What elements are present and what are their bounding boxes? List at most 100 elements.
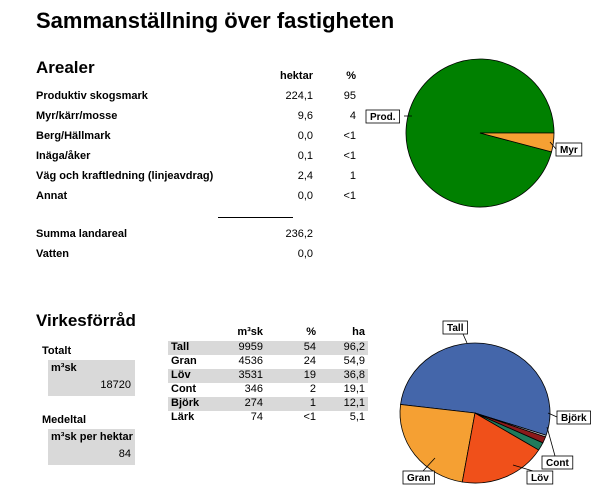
pie-label-myr: Myr [560,145,578,156]
pie-slice-lark [474,412,547,438]
arealer-row-label: Berg/Hällmark [36,130,111,142]
species-percent: 19 [303,369,316,381]
arealer-sum-row: Summa landareal 236,2 [36,228,356,242]
arealer-row-label: Väg och kraftledning (linjeavdrag) [36,170,214,182]
pie-slice-myr [479,132,555,153]
pie-leader-line [549,141,557,150]
pie-label-box [541,455,574,470]
arealer-row-hektar: 2,4 [297,170,313,182]
arealer-row-percent: 4 [349,110,356,122]
sum-divider [218,217,293,218]
arealer-row-label: Inäga/åker [36,150,91,162]
species-percent: 2 [309,383,316,395]
arealer-row: Produktiv skogsmark 224,1 95 [36,90,356,104]
species-percent: 1 [309,397,316,409]
pie-slice-gran [399,404,476,483]
water-value: 0,0 [297,248,313,260]
species-ha: 12,1 [343,397,365,409]
species-m3sk: 74 [250,411,263,423]
totalt-box: m³sk 18720 [48,360,135,396]
species-m3sk: 4536 [238,355,263,367]
arealer-row: Inäga/åker 0,1 <1 [36,150,356,164]
totalt-value: 18720 [100,379,131,391]
pie-leader-line [422,457,436,472]
totalt-unit: m³sk [51,362,77,374]
pie-label-box [402,470,435,485]
table-row: Cont 346 2 19,1 [168,383,368,397]
virkesforrad-table: m³sk % ha Tall 9959 54 96,2 Gran 4536 24… [168,326,368,426]
table-row: Lärk 74 <1 5,1 [168,411,368,425]
totalt-label: Totalt [42,345,72,357]
pie-leader-line [546,426,556,457]
table-row: Löv 3531 19 36,8 [168,369,368,383]
arealer-row-hektar: 0,1 [297,150,313,162]
table-row: Gran 4536 24 54,9 [168,355,368,369]
pie-label-box [365,109,400,124]
species-percent: 54 [303,341,316,353]
species-m3sk: 274 [244,397,263,409]
arealer-row-hektar: 9,6 [297,110,313,122]
arealer-col-hektar: hektar [279,70,313,82]
arealer-header-row: hektar % [36,70,356,84]
pie-slice-lov [461,412,540,484]
arealer-water-row: Vatten 0,0 [36,248,356,262]
arealer-row: Berg/Hällmark 0,0 <1 [36,130,356,144]
species-percent: 24 [303,355,316,367]
pie-label-box [556,410,591,425]
arealer-table: hektar % Produktiv skogsmark 224,1 95 My… [36,70,356,270]
arealer-row: Väg och kraftledning (linjeavdrag) 2,4 1 [36,170,356,184]
pie-label-cont: Cont [546,458,569,469]
medeltal-value: 84 [118,448,131,460]
species-label: Tall [171,341,190,353]
arealer-row: Myr/kärr/mosse 9,6 4 [36,110,356,124]
arealer-row-percent: <1 [343,190,356,202]
sum-label: Summa landareal [36,228,128,240]
arealer-row-label: Myr/kärr/mosse [36,110,118,122]
species-m3sk: 3531 [238,369,263,381]
arealer-pie-chart: Prod. Myr [365,58,583,208]
arealer-row-hektar: 0,0 [297,130,313,142]
pie-label-box [526,470,554,485]
species-percent: <1 [303,411,316,423]
virke-col-m3sk: m³sk [237,326,263,338]
species-ha: 5,1 [349,411,365,423]
virke-header-row: m³sk % ha [168,326,368,340]
water-label: Vatten [36,248,70,260]
species-m3sk: 346 [244,383,263,395]
sum-value: 236,2 [285,228,313,240]
arealer-row-percent: 95 [343,90,356,102]
virke-col-ha: ha [352,326,365,338]
medeltal-unit: m³sk per hektar [51,431,133,443]
arealer-col-percent: % [346,70,356,82]
species-label: Björk [171,397,200,409]
arealer-row-percent: <1 [343,130,356,142]
species-label: Gran [171,355,197,367]
page-title: Sammanställning över fastigheten [36,8,395,33]
pie-label-tall: Tall [447,323,464,334]
species-ha: 96,2 [343,341,365,353]
pie-slice-tall [400,342,551,436]
pie-leader-line [462,333,468,344]
pie-label-prod: Prod. [370,112,396,123]
species-ha: 54,9 [343,355,365,367]
species-m3sk: 9959 [238,341,263,353]
species-label: Cont [171,383,197,395]
pie-label-box [555,142,583,157]
species-ha: 36,8 [343,369,365,381]
arealer-heading: Arealer [36,58,95,77]
virkesforrad-heading: Virkesförråd [36,311,136,330]
virke-col-percent: % [306,326,316,338]
pie-leader-line [547,412,558,418]
pie-label-bjork: Björk [561,413,587,424]
pie-leader-line [512,464,534,472]
pie-label-gran: Gran [407,473,430,484]
arealer-row-percent: <1 [343,150,356,162]
virkesforrad-pie-chart: Tall Björk Cont Löv Gran [399,320,591,485]
species-ha: 19,1 [343,383,365,395]
arealer-row-hektar: 224,1 [285,90,313,102]
arealer-row-percent: 1 [349,170,356,182]
table-row: Tall 9959 54 96,2 [168,341,368,355]
species-label: Löv [171,369,191,381]
arealer-row: Annat 0,0 <1 [36,190,356,204]
medeltal-box: m³sk per hektar 84 [48,429,135,465]
